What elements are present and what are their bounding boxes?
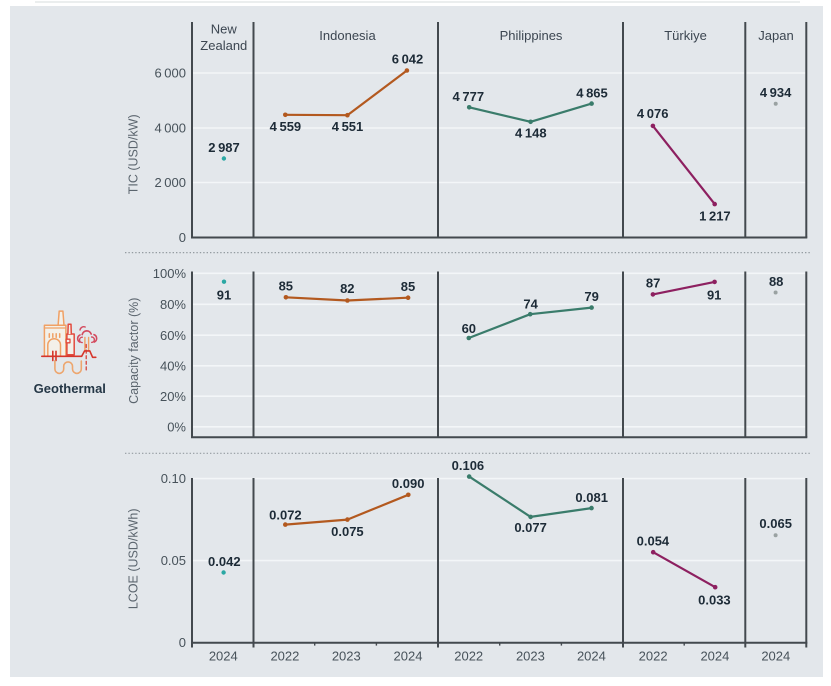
svg-text:TIC (USD/kW): TIC (USD/kW) bbox=[126, 114, 140, 194]
svg-text:2024: 2024 bbox=[577, 648, 606, 663]
svg-text:New: New bbox=[211, 22, 238, 37]
svg-text:Indonesia: Indonesia bbox=[319, 28, 376, 43]
svg-text:4 865: 4 865 bbox=[576, 85, 608, 100]
svg-text:1 217: 1 217 bbox=[699, 209, 731, 224]
svg-text:85: 85 bbox=[279, 278, 293, 293]
svg-text:91: 91 bbox=[217, 288, 231, 303]
svg-text:0.05: 0.05 bbox=[161, 553, 186, 568]
svg-text:85: 85 bbox=[401, 279, 415, 294]
svg-text:87: 87 bbox=[646, 276, 660, 291]
svg-text:2024: 2024 bbox=[761, 648, 790, 663]
svg-text:2022: 2022 bbox=[639, 648, 668, 663]
svg-text:20%: 20% bbox=[160, 389, 186, 404]
svg-text:88: 88 bbox=[769, 274, 783, 289]
svg-text:2024: 2024 bbox=[394, 648, 423, 663]
svg-text:60: 60 bbox=[462, 321, 476, 336]
svg-text:0.077: 0.077 bbox=[514, 520, 547, 535]
svg-text:82: 82 bbox=[340, 281, 354, 296]
svg-text:4 934: 4 934 bbox=[760, 85, 792, 100]
svg-text:74: 74 bbox=[523, 297, 538, 312]
svg-text:6 000: 6 000 bbox=[154, 66, 186, 81]
svg-text:0.065: 0.065 bbox=[759, 516, 792, 531]
svg-text:0.042: 0.042 bbox=[208, 554, 241, 569]
svg-text:2022: 2022 bbox=[454, 648, 483, 663]
svg-text:Türkiye: Türkiye bbox=[664, 28, 707, 43]
svg-text:Capacity factor (%): Capacity factor (%) bbox=[127, 298, 141, 404]
svg-text:Philippines: Philippines bbox=[500, 28, 563, 43]
svg-text:0.106: 0.106 bbox=[452, 458, 485, 473]
svg-text:0: 0 bbox=[179, 230, 186, 245]
svg-text:Geothermal: Geothermal bbox=[34, 381, 106, 396]
svg-text:2024: 2024 bbox=[209, 648, 238, 663]
svg-text:2024: 2024 bbox=[700, 648, 729, 663]
svg-text:80%: 80% bbox=[160, 297, 186, 312]
svg-text:40%: 40% bbox=[160, 358, 186, 373]
svg-text:91: 91 bbox=[707, 288, 721, 303]
svg-text:0: 0 bbox=[179, 635, 186, 650]
svg-text:4 559: 4 559 bbox=[270, 119, 302, 134]
svg-text:79: 79 bbox=[584, 289, 598, 304]
svg-text:4 777: 4 777 bbox=[453, 89, 485, 104]
svg-text:2 000: 2 000 bbox=[154, 175, 186, 190]
svg-text:0.081: 0.081 bbox=[575, 490, 608, 505]
svg-text:0%: 0% bbox=[167, 419, 186, 434]
svg-text:Zealand: Zealand bbox=[200, 38, 247, 53]
svg-text:100%: 100% bbox=[153, 266, 187, 281]
svg-text:4 076: 4 076 bbox=[637, 106, 669, 121]
svg-text:0.054: 0.054 bbox=[637, 533, 670, 548]
svg-text:4 148: 4 148 bbox=[515, 125, 547, 140]
svg-text:60%: 60% bbox=[160, 328, 186, 343]
svg-text:2022: 2022 bbox=[270, 648, 299, 663]
svg-text:LCOE (USD/kWh): LCOE (USD/kWh) bbox=[127, 508, 141, 609]
svg-text:4 000: 4 000 bbox=[154, 121, 186, 136]
svg-text:0.072: 0.072 bbox=[269, 507, 302, 522]
svg-text:0.075: 0.075 bbox=[331, 524, 364, 539]
svg-text:2023: 2023 bbox=[516, 648, 545, 663]
svg-text:0.033: 0.033 bbox=[698, 592, 731, 607]
svg-text:Japan: Japan bbox=[758, 28, 793, 43]
svg-text:2 987: 2 987 bbox=[208, 140, 240, 155]
svg-text:2023: 2023 bbox=[332, 648, 361, 663]
svg-text:0.090: 0.090 bbox=[392, 476, 425, 491]
svg-text:6 042: 6 042 bbox=[392, 51, 424, 66]
svg-text:4 551: 4 551 bbox=[332, 119, 364, 134]
svg-text:0.10: 0.10 bbox=[161, 471, 186, 486]
